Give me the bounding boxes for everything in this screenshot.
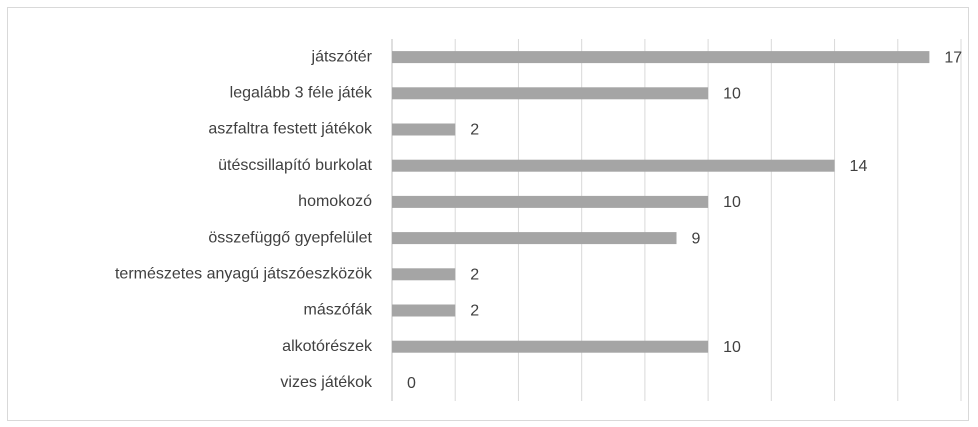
y-tick-label: természetes anyagú játszóeszközök — [115, 266, 373, 283]
bar — [392, 159, 835, 172]
value-label: 10 — [723, 86, 741, 103]
bar — [392, 268, 456, 281]
bar — [392, 51, 930, 64]
value-label: 2 — [470, 267, 479, 284]
y-tick-label: homokozó — [298, 193, 372, 210]
y-tick-label: mászófák — [304, 302, 373, 319]
y-tick-label: összefüggő gyepfelület — [208, 229, 372, 246]
y-tick-label: alkotórészek — [282, 338, 373, 355]
chart-border — [7, 7, 969, 421]
y-tick-label: vizes játékok — [280, 374, 373, 391]
bar — [392, 123, 456, 136]
value-label: 14 — [850, 158, 868, 175]
value-label: 0 — [407, 375, 416, 392]
y-tick-label: ütéscsillapító burkolat — [218, 157, 372, 174]
value-label: 9 — [692, 230, 701, 247]
y-tick-label: játszótér — [311, 48, 373, 65]
bar — [392, 232, 677, 245]
bar — [392, 87, 709, 100]
bar — [392, 195, 709, 208]
value-label: 10 — [723, 339, 741, 356]
y-tick-label: legalább 3 féle játék — [230, 85, 373, 102]
y-tick-label: aszfaltra festett játékok — [208, 121, 373, 138]
value-label: 10 — [723, 194, 741, 211]
value-label: 2 — [470, 303, 479, 320]
value-label: 17 — [944, 49, 962, 66]
bar — [392, 304, 456, 317]
bar — [392, 340, 709, 353]
value-label: 2 — [470, 122, 479, 139]
